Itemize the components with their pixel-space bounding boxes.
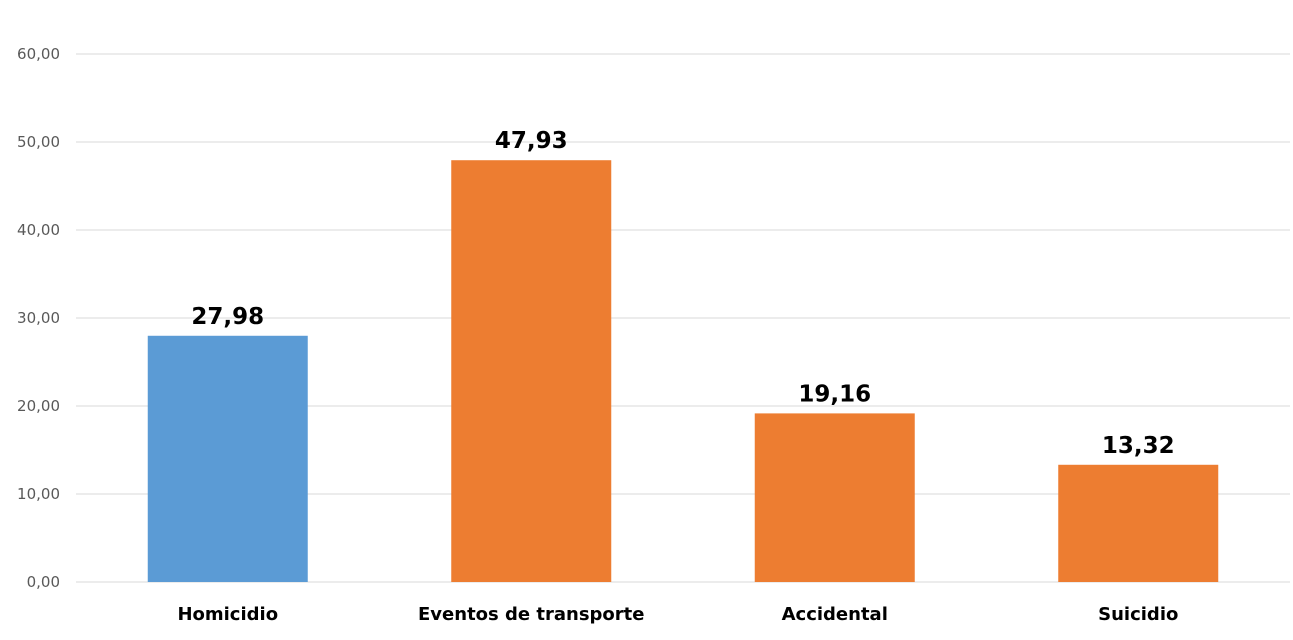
bar-homicidio xyxy=(147,335,308,582)
data-label: 27,98 xyxy=(191,304,264,330)
bar-accidental xyxy=(754,413,915,582)
bar-suicidio xyxy=(1058,464,1219,582)
y-tick-label: 60,00 xyxy=(17,45,60,63)
category-label: Eventos de transporte xyxy=(418,604,644,625)
y-axis-tick-labels: 0,00 10,00 20,00 30,00 40,00 50,00 60,00 xyxy=(17,45,60,591)
category-label: Accidental xyxy=(782,604,888,625)
x-axis-category-labels: Homicidio Eventos de transporte Accidental… xyxy=(177,604,1178,625)
bars xyxy=(147,160,1219,582)
y-tick-label: 30,00 xyxy=(17,309,60,327)
y-tick-label: 0,00 xyxy=(27,573,60,591)
y-tick-label: 20,00 xyxy=(17,397,60,415)
category-label: Suicidio xyxy=(1098,604,1178,625)
data-label: 13,32 xyxy=(1102,433,1175,459)
category-label: Homicidio xyxy=(177,604,278,625)
y-tick-label: 50,00 xyxy=(17,133,60,151)
data-labels: 27,98 47,93 19,16 13,32 xyxy=(191,128,1174,459)
data-label: 47,93 xyxy=(495,128,568,154)
y-tick-label: 10,00 xyxy=(17,485,60,503)
y-tick-label: 40,00 xyxy=(17,221,60,239)
data-label: 19,16 xyxy=(798,381,871,407)
bar-eventos-de-transporte xyxy=(451,160,612,582)
